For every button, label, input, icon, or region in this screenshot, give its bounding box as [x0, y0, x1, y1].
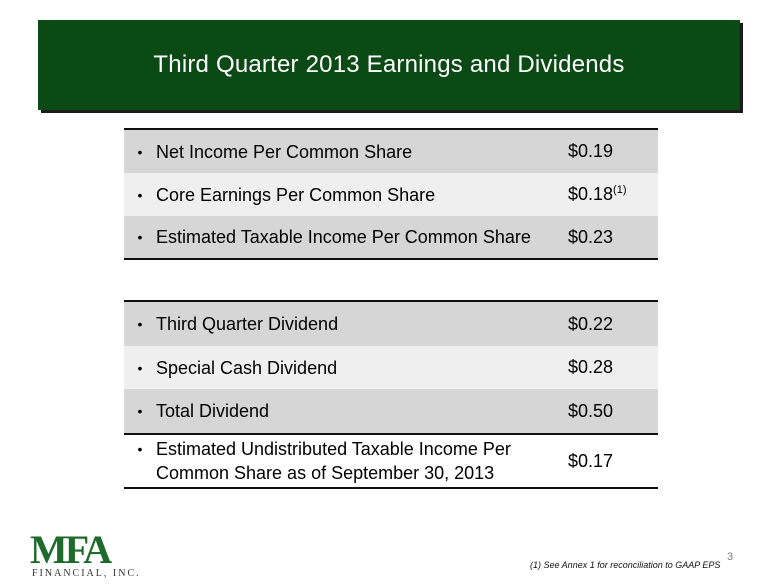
row-value: $0.50 — [568, 400, 614, 421]
table-row: • Core Earnings Per Common Share $0.18(1… — [124, 173, 658, 216]
earnings-table: • Net Income Per Common Share $0.19 • Co… — [124, 128, 658, 260]
row-label: Core Earnings Per Common Share — [156, 184, 436, 205]
title-banner: Third Quarter 2013 Earnings and Dividend… — [38, 20, 740, 110]
company-logo: MFA FINANCIAL, INC. — [30, 530, 150, 580]
bullet-icon: • — [137, 186, 143, 203]
row-label-line: Common Share as of September 30, 2013 — [156, 463, 495, 483]
bullet-icon: • — [137, 441, 143, 457]
bullet-icon: • — [137, 316, 143, 332]
dividends-table: • Third Quarter Dividend $0.22 • Special… — [124, 300, 658, 489]
row-label: Net Income Per Common Share — [156, 141, 413, 162]
row-value: $0.18(1) — [568, 184, 627, 204]
logo-wordmark: MFA — [30, 527, 112, 572]
table-row: • Special Cash Dividend $0.28 — [124, 346, 658, 389]
table-row: • Estimated Taxable Income Per Common Sh… — [124, 216, 658, 258]
footnote: (1) See Annex 1 for reconciliation to GA… — [530, 560, 721, 570]
row-label: Special Cash Dividend — [156, 357, 338, 378]
row-label: Estimated Undistributed Taxable Income P… — [156, 437, 568, 485]
row-value: $0.19 — [568, 141, 614, 161]
bullet-icon: • — [137, 359, 143, 376]
row-value: $0.22 — [568, 313, 614, 334]
row-label-line: Estimated Undistributed Taxable Income P… — [156, 439, 511, 459]
row-value: $0.17 — [568, 450, 614, 471]
bullet-icon: • — [137, 143, 143, 160]
row-label: Third Quarter Dividend — [156, 314, 339, 334]
row-value: $0.23 — [568, 226, 614, 247]
bullet-icon: • — [137, 403, 143, 419]
bullet-icon: • — [137, 229, 143, 245]
row-value: $0.28 — [568, 357, 614, 377]
table-row: • Net Income Per Common Share $0.19 — [124, 130, 658, 173]
table-row: • Estimated Undistributed Taxable Income… — [124, 433, 658, 487]
page-number: 3 — [727, 551, 734, 563]
table-row: • Third Quarter Dividend $0.22 — [124, 302, 658, 346]
footnote-marker: (1) — [613, 184, 627, 196]
logo-subtitle: FINANCIAL, INC. — [32, 568, 141, 579]
table-row: • Total Dividend $0.50 — [124, 389, 658, 433]
row-label: Total Dividend — [156, 401, 270, 421]
page-title: Third Quarter 2013 Earnings and Dividend… — [153, 51, 625, 78]
row-label: Estimated Taxable Income Per Common Shar… — [156, 227, 531, 247]
